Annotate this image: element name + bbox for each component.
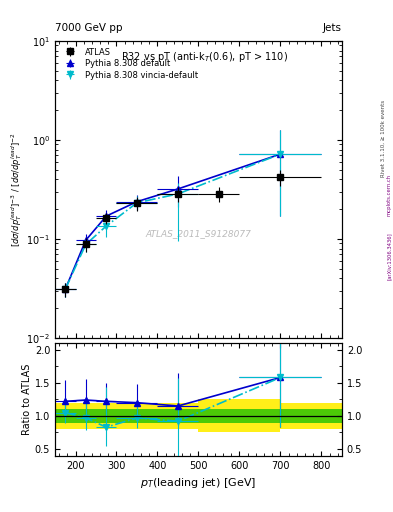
Text: 7000 GeV pp: 7000 GeV pp	[55, 23, 123, 33]
Text: mcplots.cern.ch: mcplots.cern.ch	[387, 174, 391, 216]
Text: [arXiv:1306.3436]: [arXiv:1306.3436]	[387, 232, 391, 280]
Text: Jets: Jets	[323, 23, 342, 33]
X-axis label: $p_T$(leading jet) [GeV]: $p_T$(leading jet) [GeV]	[140, 476, 257, 490]
Text: R32 vs pT (anti-k$_T$(0.6), pT > 110): R32 vs pT (anti-k$_T$(0.6), pT > 110)	[121, 50, 288, 64]
Y-axis label: Ratio to ATLAS: Ratio to ATLAS	[22, 364, 32, 435]
Y-axis label: $[d\sigma/dp_T^{lead}]^{-3}$ / $[d\sigma/dp_T^{lead}]^{-2}$: $[d\sigma/dp_T^{lead}]^{-3}$ / $[d\sigma…	[9, 132, 24, 247]
Text: ATLAS_2011_S9128077: ATLAS_2011_S9128077	[145, 229, 252, 239]
Legend: ATLAS, Pythia 8.308 default, Pythia 8.308 vincia-default: ATLAS, Pythia 8.308 default, Pythia 8.30…	[59, 45, 201, 82]
Text: Rivet 3.1.10, ≥ 100k events: Rivet 3.1.10, ≥ 100k events	[381, 100, 386, 177]
